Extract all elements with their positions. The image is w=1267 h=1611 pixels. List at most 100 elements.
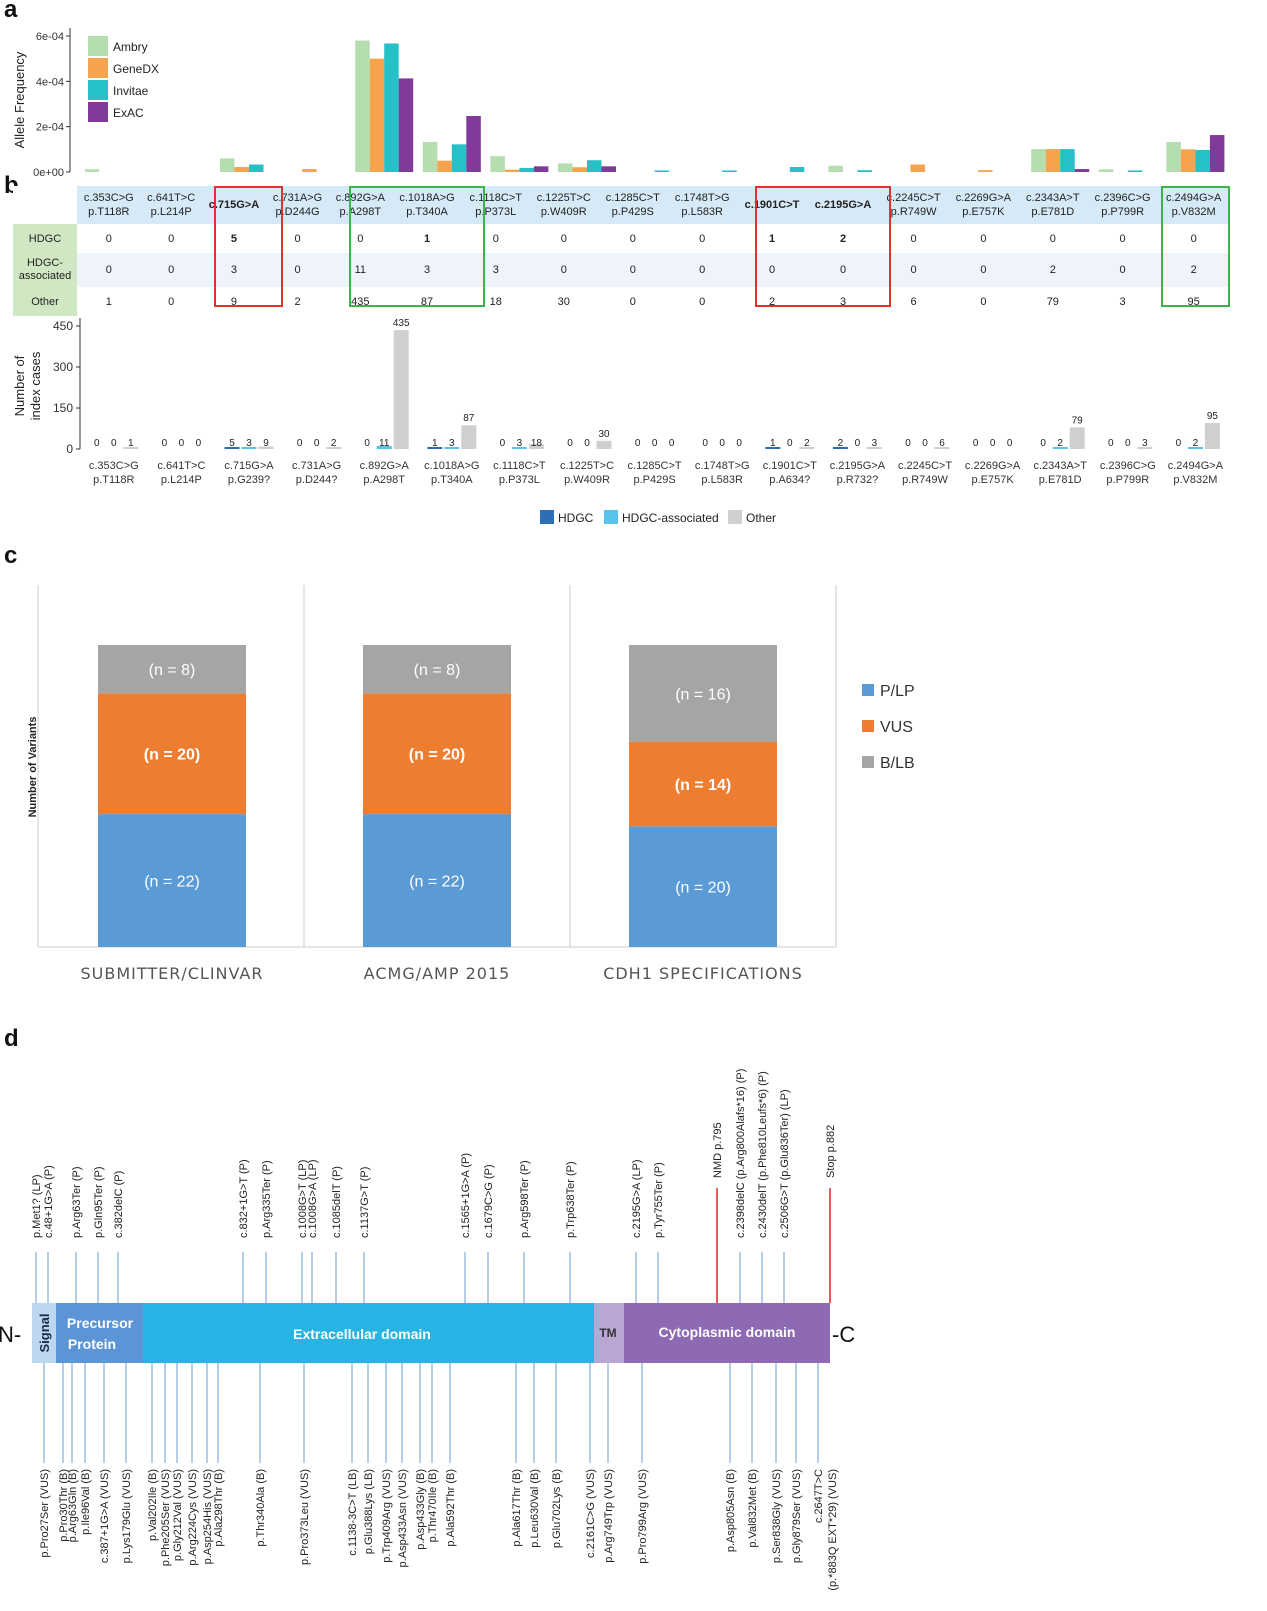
bar-other	[393, 330, 409, 449]
cdh1-protein-map: N- -C Signal Precursor Protein Extracellular …	[0, 1069, 855, 1591]
data-label: 0	[500, 438, 506, 449]
column-header: c.641T>C p.L214P	[140, 186, 202, 224]
stack-segment-b-lb	[98, 645, 246, 694]
table-cell: 0	[948, 253, 1019, 287]
table-cell: 0	[910, 232, 917, 245]
table-cell: 0	[105, 232, 112, 245]
marker-label: Stop p.882	[825, 1125, 837, 1178]
row-header: HDGC	[13, 224, 77, 253]
x-tick-label: c.715G>A	[224, 460, 274, 472]
x-tick-label: c.2343A>T	[1033, 460, 1087, 472]
table-cell: 2	[294, 295, 301, 308]
data-label: 3	[449, 438, 455, 449]
data-label: 2	[1057, 438, 1063, 449]
data-label: 0	[94, 438, 100, 449]
row-header: Other	[13, 287, 77, 316]
x-tick-label: p.T118R	[93, 474, 134, 486]
variant-label-bottom: p.Trp409Arg (VUS)	[381, 1469, 393, 1563]
variant-label-bottom: p.Thr340Ala (B)	[255, 1469, 267, 1547]
variant-label-bottom: c.2647T>C	[813, 1469, 825, 1523]
table-cell: 0	[598, 253, 668, 287]
variant-label-bottom: p.Glu702Lys (B)	[551, 1469, 563, 1548]
data-label: 6	[939, 438, 945, 449]
bar-genedx	[978, 170, 993, 172]
x-tick-label: p.V832M	[1173, 474, 1217, 486]
bar-ambry	[1098, 169, 1114, 172]
table-cell: 3	[462, 253, 530, 287]
table-cell: 2	[1018, 253, 1087, 287]
bar-invitae	[789, 167, 805, 172]
bar-genedx	[572, 167, 587, 172]
bar-other	[799, 447, 815, 449]
variant-label-bottom: p.Pro27Ser (VUS)	[39, 1469, 51, 1558]
bar-other	[528, 444, 544, 449]
y-axis-label: Number of	[12, 355, 27, 416]
column-header: c.715G>A	[201, 186, 267, 224]
x-tick-label: p.R749W	[902, 474, 948, 486]
panel-label-a: a	[4, 0, 18, 23]
table-cell: 0	[879, 253, 949, 287]
stack-segment-p-lp	[363, 814, 511, 947]
variant-label-bottom: c.1138-3C>T (LB)	[347, 1469, 359, 1556]
table-cell: 3	[391, 253, 463, 287]
row-header: HDGC-associated	[13, 253, 77, 287]
bar-ambry	[1166, 141, 1181, 172]
x-tick-label: c.1118C>T	[493, 460, 546, 472]
table-cell: 79	[1046, 295, 1059, 308]
data-label: 0	[922, 438, 928, 449]
bar-ambry	[558, 163, 573, 172]
table-cell: 95	[1187, 295, 1200, 308]
domain-signal	[32, 1303, 56, 1363]
column-header: c.353C>G p.T118R	[77, 186, 141, 224]
bar-ambry	[84, 169, 100, 172]
variant-label-top: c.832+1G>T (P)	[238, 1159, 250, 1238]
data-label: 3	[517, 438, 523, 449]
bar-ambry	[422, 141, 438, 172]
variant-label-top: p.Arg63Ter (P)	[71, 1166, 83, 1238]
bar-genedx	[369, 58, 385, 172]
domain-label: Cytoplasmic domain	[659, 1324, 796, 1340]
stack-segment-vus	[363, 693, 511, 815]
legend-label: HDGC-associated	[622, 511, 719, 525]
variant-label-bottom: p.Ala298Thr (B)	[213, 1469, 225, 1547]
variant-label-bottom: c.2161C>G (VUS)	[585, 1469, 597, 1558]
data-label: 2	[838, 438, 844, 449]
legend-swatch	[862, 756, 874, 768]
allele-frequency-chart: 6e-04 4e-04 2e-04 0e+00 Allele Frequency Ambr…	[12, 28, 1225, 179]
bar-other	[596, 440, 612, 449]
data-label: 3	[1142, 438, 1148, 449]
domain-label: TM	[599, 1326, 616, 1340]
stack-segment-p-lp	[629, 826, 777, 947]
variant-label-bottom: p.Pro799Arg (VUS)	[637, 1469, 649, 1564]
table-cell: 1	[105, 295, 112, 308]
legend-label: HDGC	[558, 511, 594, 525]
bar-exac	[1209, 135, 1225, 172]
c-terminus-label: -C	[832, 1322, 855, 1347]
table-cell: 0	[980, 232, 987, 245]
variant-label-bottom: p.Pro373Leu (VUS)	[299, 1469, 311, 1565]
variant-label-bottom: p.Glu388Lys (LB)	[363, 1469, 375, 1554]
variant-label-top: p.Met1? (LP)	[31, 1174, 43, 1238]
domain-label: Protein	[68, 1336, 116, 1352]
stack-segment-p-lp	[98, 814, 246, 947]
segment-label: (n = 16)	[675, 686, 731, 703]
bar-hdgc-associated	[1187, 447, 1203, 449]
table-cell: 0	[266, 253, 329, 287]
variant-label-bottom: p.Asp805Asn (B)	[725, 1469, 737, 1552]
table-cell: 5	[230, 232, 238, 245]
segment-label: (n = 20)	[144, 747, 200, 764]
variant-label-top: c.2506G>T (p.Glu836Ter) (LP)	[779, 1089, 791, 1238]
bar-invitae	[1195, 150, 1210, 172]
bar-hdgc-associated	[511, 447, 527, 449]
table-cell: 1	[768, 232, 776, 245]
column-header: c.1018A>G p.T340A	[391, 186, 463, 224]
table-cell: 0	[667, 253, 738, 287]
bar-ambry	[490, 156, 505, 172]
x-tick-label: p.R732?	[837, 474, 879, 486]
data-label: 0	[973, 438, 979, 449]
variant-label-bottom: p.Ser838Gly (VUS)	[771, 1469, 783, 1563]
table-cell: 2	[839, 232, 847, 245]
x-tick-label: c.1018A>G	[424, 460, 479, 472]
table-cell: 0	[806, 253, 880, 287]
